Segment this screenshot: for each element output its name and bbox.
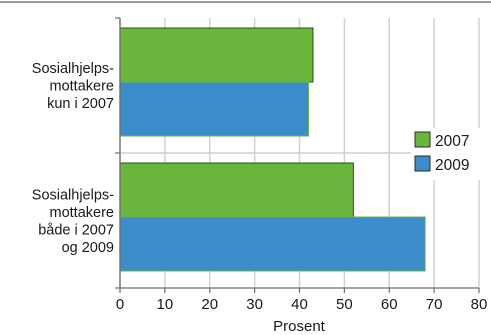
x-tick-label: 70 [426,296,443,313]
legend-swatch-2007 [414,131,431,148]
bar-2007-cat1 [119,27,314,83]
x-tick-label: 50 [336,296,353,313]
x-tick-label: 0 [116,296,124,313]
legend: 2007 2009 [411,128,485,180]
x-axis-title: Prosent [273,318,326,335]
category-label-line: Sosialhjelps- [32,187,114,203]
category-label: Sosialhjelps-mottakere både i 2007 og 2009 [32,187,114,256]
legend-label-2007: 2007 [435,133,469,150]
category-label-line: både i 2007 [38,222,114,238]
category-labels: Sosialhjelps-mottakere kun i 2007Sosialhj… [32,61,114,256]
category-label-line: mottakere [50,79,114,95]
x-tick-label: 30 [246,296,263,313]
bar-layer [119,27,426,272]
category-label-line: og 2009 [62,240,114,256]
bar-2007-cat2 [119,162,354,218]
category-label: Sosialhjelps-mottakere kun i 2007 [32,61,114,112]
x-tick-label: 20 [201,296,218,313]
category-label-line: Sosialhjelps- [32,61,114,77]
x-tick-label: 60 [381,296,398,313]
category-label-line: kun i 2007 [47,96,114,112]
legend-swatch-2009 [414,155,431,172]
legend-label-2009: 2009 [435,157,469,174]
axis-layer: 0 10 20 30 40 50 60 70 80 [115,17,488,313]
x-tick-label: 80 [471,296,488,313]
bar-2009-cat1 [119,81,309,137]
x-tick-label: 10 [157,296,174,313]
bar-2009-cat2 [119,216,426,272]
category-label-line: mottakere [50,205,114,221]
x-tick-label: 40 [291,296,308,313]
